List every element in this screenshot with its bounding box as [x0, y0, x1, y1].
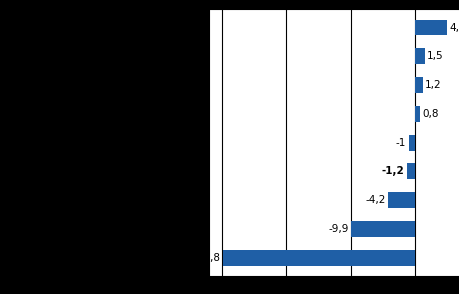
Bar — [406, 163, 414, 179]
Text: 0,8: 0,8 — [422, 109, 438, 119]
Bar — [387, 192, 414, 208]
Text: 4,9: 4,9 — [448, 23, 459, 33]
Bar — [414, 49, 424, 64]
Bar — [408, 135, 414, 151]
Text: -29,8: -29,8 — [193, 253, 220, 263]
Bar — [223, 250, 414, 265]
Text: -1,2: -1,2 — [381, 166, 404, 176]
Text: -9,9: -9,9 — [328, 224, 348, 234]
Bar — [414, 77, 422, 93]
Text: -1: -1 — [395, 138, 405, 148]
Bar — [351, 221, 414, 237]
Bar — [414, 106, 419, 122]
Bar — [414, 20, 446, 36]
Text: -4,2: -4,2 — [364, 195, 385, 205]
Text: 1,2: 1,2 — [425, 80, 441, 90]
Text: 1,5: 1,5 — [426, 51, 443, 61]
